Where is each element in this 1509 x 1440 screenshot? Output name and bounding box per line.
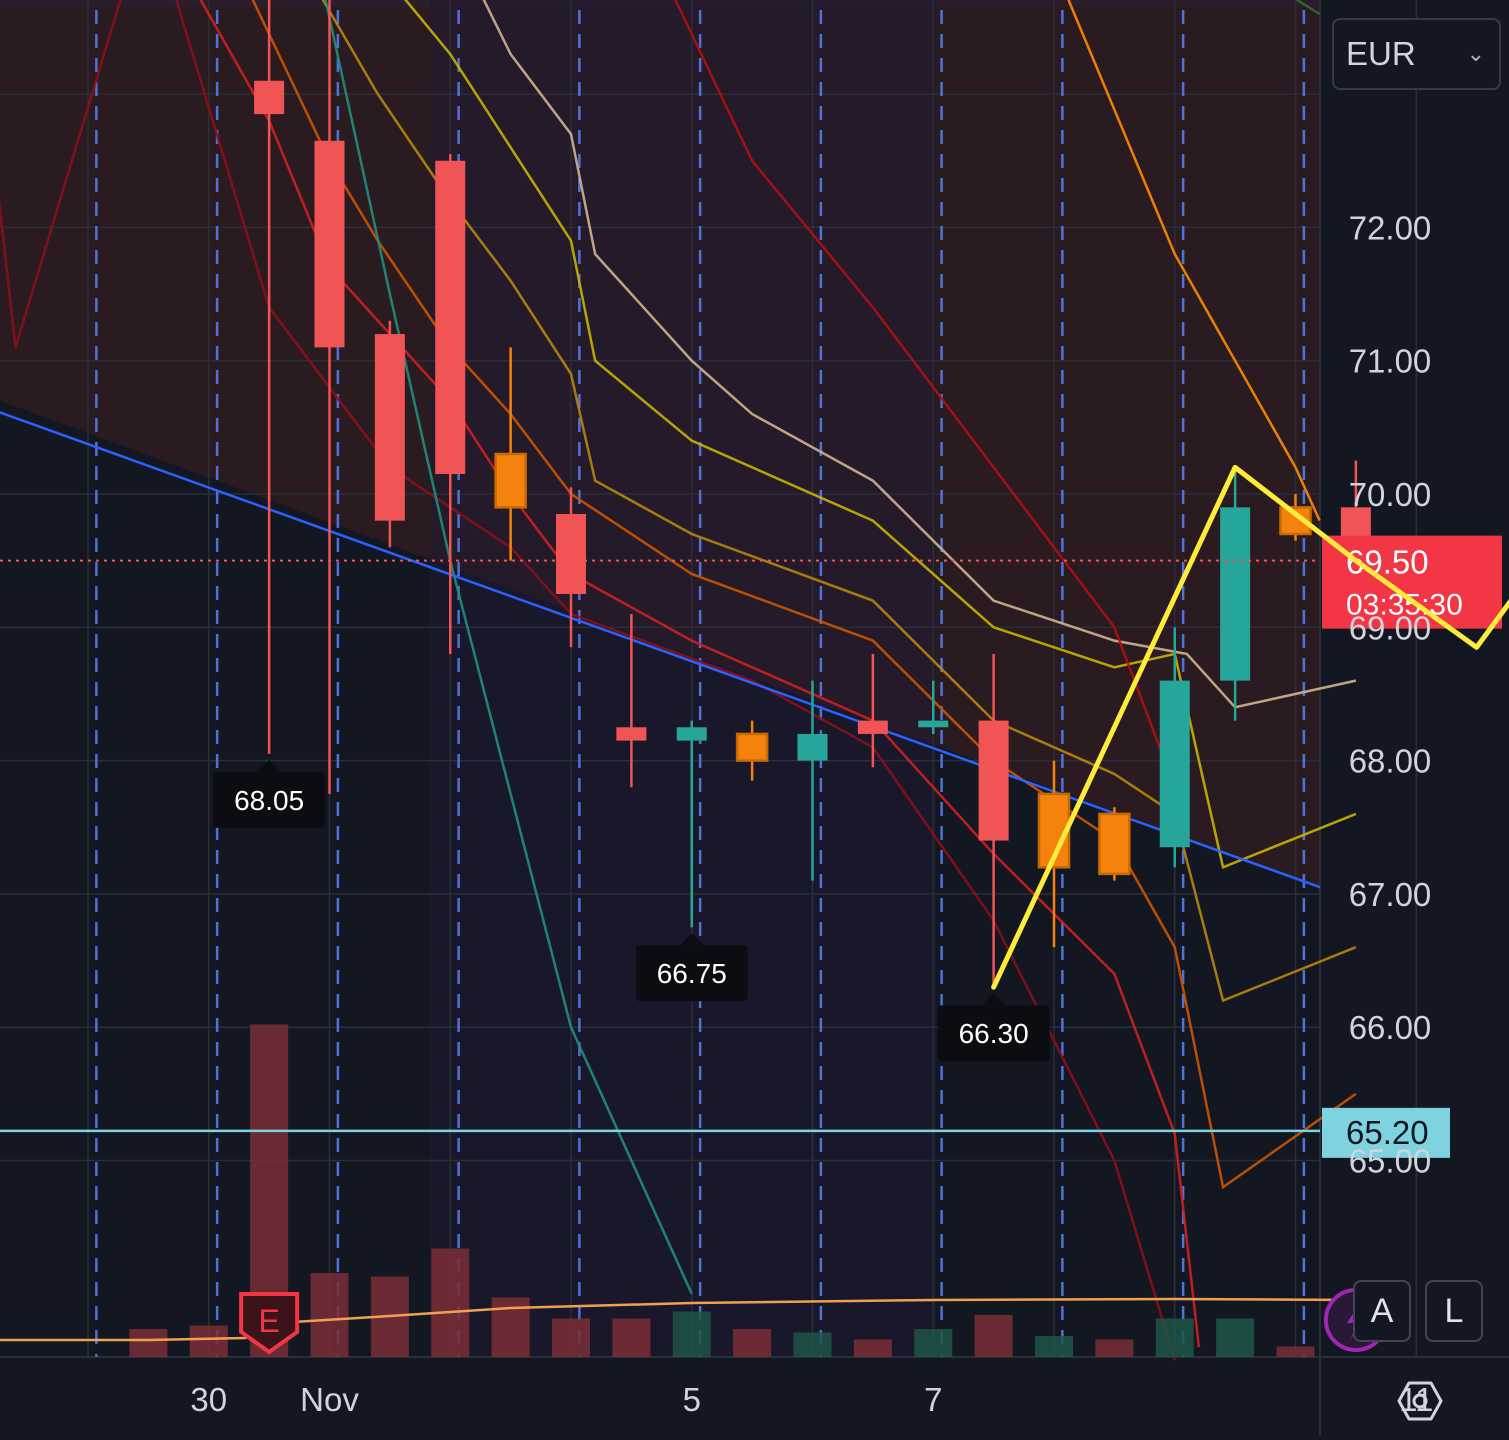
earnings-marker: E: [239, 1292, 300, 1355]
x-tick-label: 7: [924, 1381, 942, 1418]
volume-bar: [1035, 1336, 1073, 1357]
trendline: [0, 411, 1321, 889]
candle: [676, 720, 707, 928]
y-tick-label: 65.00: [1349, 1143, 1432, 1180]
volume-bar: [793, 1332, 832, 1357]
volume-bar: [1095, 1339, 1134, 1357]
candle: [314, 0, 345, 794]
price-axis-panel: [1320, 0, 1509, 1435]
volume-bar: [129, 1329, 168, 1357]
volume-bar: [310, 1273, 349, 1357]
candle-body: [918, 720, 949, 728]
candle-body: [857, 720, 888, 734]
chevron-down-icon: ⌄: [1466, 41, 1485, 66]
candle-body: [676, 727, 707, 741]
y-tick-label: 70.00: [1349, 476, 1432, 513]
candle: [374, 320, 405, 548]
moving-average-line: [1067, 0, 1321, 522]
volume-bar: [853, 1339, 892, 1357]
candle: [978, 653, 1009, 988]
candle: [1159, 627, 1190, 868]
volume-bar: [1216, 1318, 1255, 1357]
y-tick-label: 72.00: [1349, 209, 1432, 246]
callout-label: 66.75: [657, 958, 727, 989]
candle: [1098, 807, 1131, 881]
candle-body: [374, 334, 405, 521]
auto-scale-button[interactable]: A: [1353, 1280, 1411, 1342]
moving-average-line: [674, 0, 1176, 788]
callout-pointer: [257, 759, 282, 772]
candle-body: [616, 727, 647, 741]
candle-body: [797, 733, 828, 761]
volume-bar: [431, 1248, 470, 1357]
candle-body: [254, 80, 285, 115]
callout-label: 66.30: [959, 1018, 1029, 1049]
candle-body: [735, 732, 769, 762]
price-callout: 68.05: [213, 759, 326, 828]
candle: [735, 720, 769, 781]
volume-bar: [1155, 1318, 1194, 1357]
volume-average-line: [0, 1297, 1356, 1342]
level-label: 65.20: [1346, 1114, 1429, 1151]
x-tick-label: Nov: [300, 1381, 359, 1418]
earnings-label: E: [258, 1303, 279, 1339]
y-tick-label: 69.00: [1349, 609, 1432, 646]
currency-value: EUR: [1346, 35, 1416, 72]
callout-box: [635, 945, 748, 1002]
candle: [1220, 467, 1251, 721]
candle: [797, 680, 828, 881]
log-scale-button[interactable]: L: [1425, 1280, 1483, 1342]
candle-body: [978, 720, 1009, 841]
moving-average-line: [0, 0, 1176, 1361]
callout-pointer: [981, 993, 1006, 1006]
level-badge: [1322, 1107, 1450, 1158]
callout-pointer: [679, 933, 704, 946]
callout-box: [213, 771, 326, 828]
candle-body: [1098, 812, 1131, 876]
volume-bar: [974, 1315, 1013, 1357]
candle-body: [435, 160, 466, 475]
y-tick-label: 68.00: [1349, 743, 1432, 780]
auto-scale-label: A: [1370, 1291, 1394, 1330]
volume-bar: [672, 1311, 711, 1357]
candle-body: [1159, 680, 1190, 848]
volume-bar: [733, 1329, 772, 1357]
y-tick-label: 67.00: [1349, 876, 1432, 913]
candle: [254, 0, 285, 754]
candle-body: [556, 513, 586, 594]
axis-settings-button[interactable]: [1392, 1375, 1448, 1427]
candle-body: [314, 140, 345, 348]
projection-path: [991, 464, 1509, 990]
moving-average-line: [482, 0, 1357, 709]
volume-bar: [914, 1329, 953, 1357]
candle-body: [494, 452, 527, 509]
settings-icon: [1397, 1381, 1443, 1421]
volume-bar: [189, 1325, 228, 1357]
y-tick-label: 66.00: [1349, 1009, 1432, 1046]
earnings-badge: [239, 1292, 300, 1355]
last-price-badge: [1322, 535, 1502, 629]
y-tick-label: 71.00: [1349, 343, 1432, 380]
volume-bar: [552, 1318, 590, 1357]
x-tick-label: 30: [190, 1381, 227, 1418]
candle: [556, 487, 586, 648]
highlight-range: [430, 0, 936, 1357]
candle-body: [1220, 507, 1251, 681]
candle: [435, 154, 466, 654]
volume-bar: [612, 1318, 651, 1357]
volume-bar: [1276, 1346, 1315, 1357]
price-callout: 66.75: [635, 933, 748, 1002]
candle: [857, 653, 888, 768]
candle: [616, 613, 647, 788]
candle: [494, 347, 527, 561]
callout-box: [937, 1005, 1050, 1062]
price-callout: 66.30: [937, 993, 1050, 1062]
callout-label: 68.05: [234, 785, 304, 816]
currency-select[interactable]: EUR ⌄: [1332, 18, 1501, 90]
candle: [918, 680, 949, 734]
log-scale-label: L: [1444, 1291, 1464, 1330]
x-tick-label: 5: [683, 1381, 701, 1418]
